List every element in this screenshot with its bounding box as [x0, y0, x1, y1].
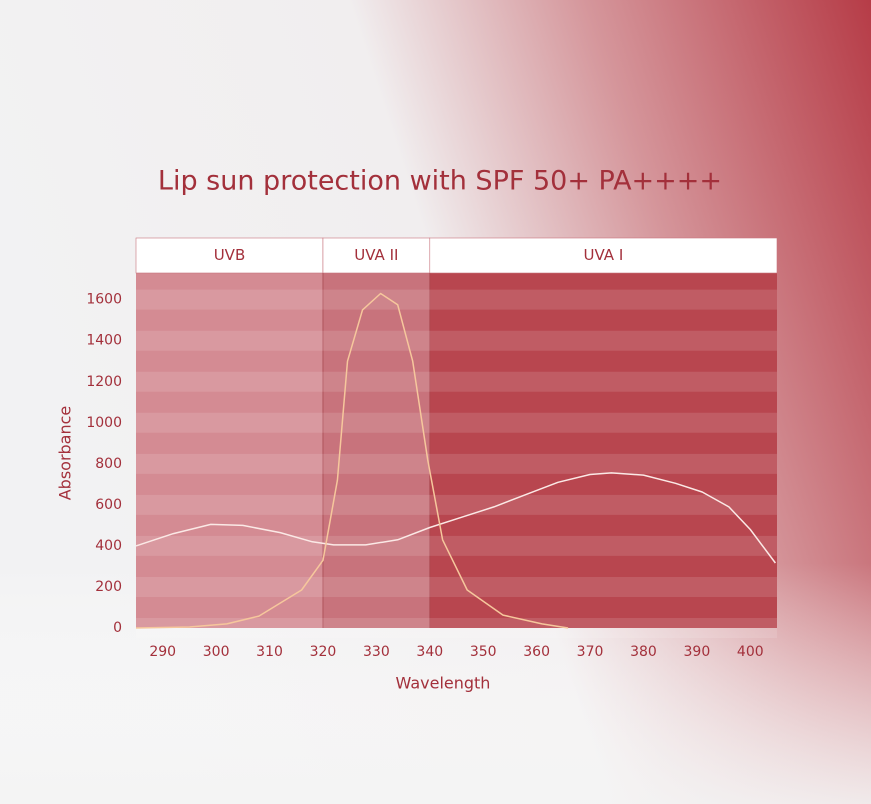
- band-label: UVA I: [584, 246, 624, 264]
- line: [135, 472, 777, 564]
- x-tick-label: 360: [523, 644, 550, 660]
- line: [135, 292, 569, 629]
- band-header: [429, 237, 778, 274]
- x-tick-label: 330: [363, 644, 390, 660]
- band: [322, 273, 430, 628]
- y-tick-label: 0: [113, 620, 122, 636]
- y-tick-label: 200: [95, 579, 122, 595]
- y-tick-label: 1000: [86, 415, 122, 431]
- band-label: UVB: [214, 246, 246, 264]
- y-tick-label: 400: [95, 538, 122, 554]
- x-tick-label: 290: [149, 644, 176, 660]
- x-tick-label: 400: [737, 644, 764, 660]
- x-tick-label: 390: [684, 644, 711, 660]
- x-tick-label: 380: [630, 644, 657, 660]
- band-label: UVA II: [354, 246, 398, 264]
- y-tick-label: 600: [95, 497, 122, 513]
- x-tick-label: 320: [310, 644, 337, 660]
- y-tick-label: 800: [95, 456, 122, 472]
- band: [429, 273, 777, 628]
- chart-title: Lip sun protection with SPF 50+ PA++++: [158, 166, 722, 197]
- x-tick-label: 300: [203, 644, 230, 660]
- band: [136, 273, 323, 628]
- x-tick-label: 310: [256, 644, 283, 660]
- x-tick-label: 340: [416, 644, 443, 660]
- x-axis-label: Wavelength: [396, 674, 491, 693]
- y-tick-label: 1600: [86, 292, 122, 308]
- band-header: [135, 237, 324, 274]
- x-tick-label: 350: [470, 644, 497, 660]
- y-tick-label: 1400: [86, 333, 122, 349]
- y-tick-label: 1200: [86, 374, 122, 390]
- x-tick-label: 370: [577, 644, 604, 660]
- y-axis-label: Absorbance: [56, 406, 75, 501]
